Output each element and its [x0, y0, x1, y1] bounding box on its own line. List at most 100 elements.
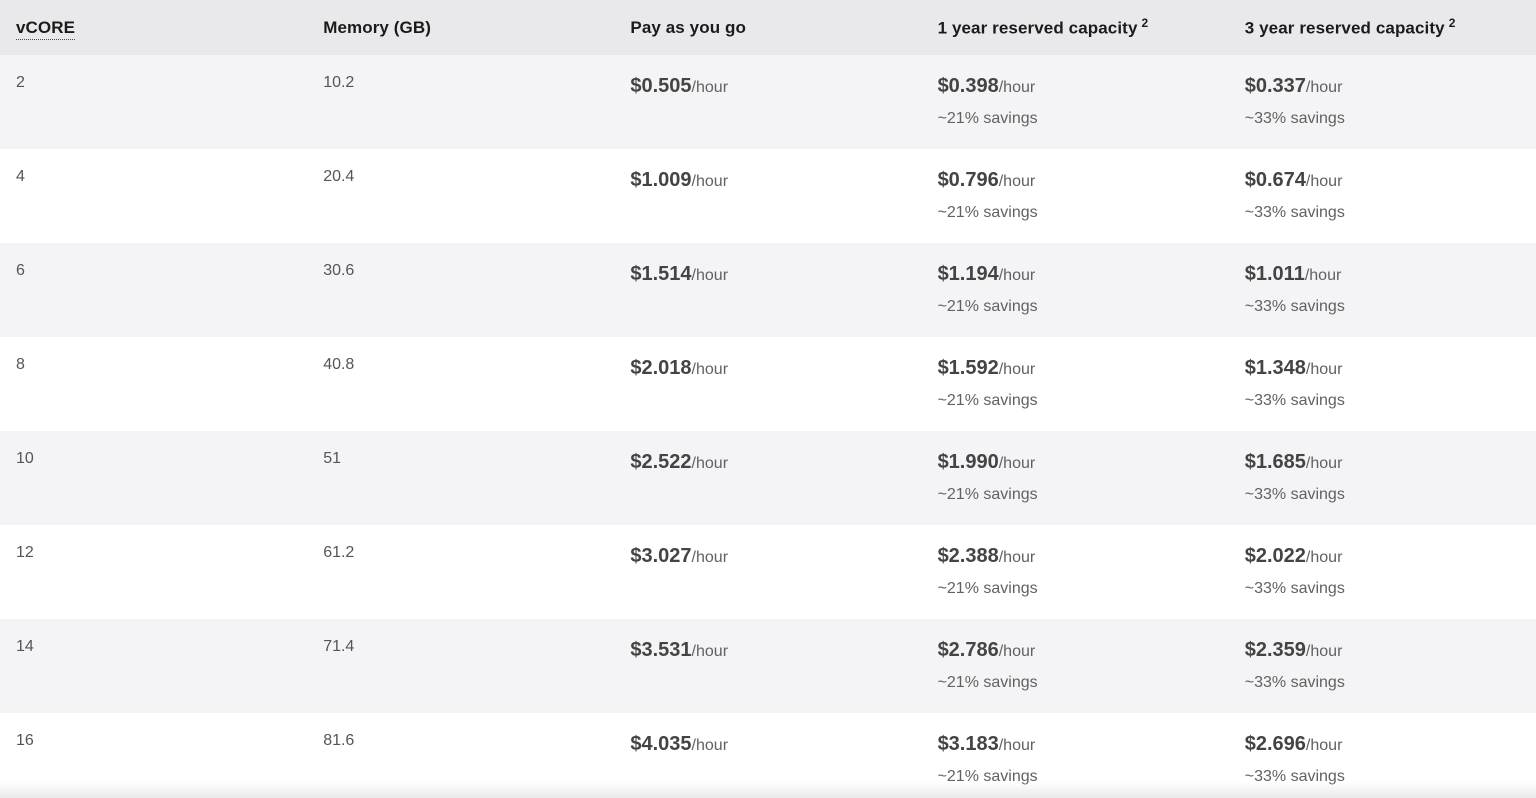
column-header-label: Memory (GB)	[323, 17, 432, 37]
reserved-1yr-unit: /hour	[998, 455, 1036, 472]
memory-value: 20.4	[323, 168, 355, 185]
table-body: 2 10.2 $0.505/hour $0.398/hour ~21% savi…	[0, 55, 1536, 798]
payg-cell: $3.027/hour	[614, 525, 921, 619]
vcore-value: 12	[16, 544, 34, 561]
table-row: 14 71.4 $3.531/hour $2.786/hour ~21% sav…	[0, 619, 1536, 713]
reserved-1yr-savings: ~21% savings	[937, 110, 1038, 127]
payg-price: $1.514	[630, 263, 692, 285]
memory-value: 61.2	[323, 544, 355, 561]
memory-cell: 61.2	[307, 525, 614, 619]
column-header-3yr-reserved: 3 year reserved capacity 2	[1229, 16, 1536, 38]
reserved-3yr-savings: ~33% savings	[1244, 110, 1345, 127]
reserved-3yr-cell: $2.359/hour ~33% savings	[1229, 619, 1536, 713]
memory-value: 51	[323, 450, 341, 467]
table-row: 8 40.8 $2.018/hour $1.592/hour ~21% savi…	[0, 337, 1536, 431]
memory-value: 10.2	[323, 74, 355, 91]
reserved-3yr-price: $2.359	[1244, 639, 1306, 661]
memory-cell: 51	[307, 431, 614, 525]
payg-unit: /hour	[691, 79, 729, 96]
reserved-3yr-savings: ~33% savings	[1244, 204, 1345, 221]
reserved-3yr-cell: $2.696/hour ~33% savings	[1229, 713, 1536, 798]
reserved-3yr-savings: ~33% savings	[1244, 392, 1345, 409]
reserved-3yr-savings: ~33% savings	[1244, 580, 1345, 597]
reserved-1yr-savings: ~21% savings	[937, 768, 1038, 785]
reserved-1yr-cell: $1.592/hour ~21% savings	[922, 337, 1229, 431]
payg-cell: $2.018/hour	[614, 337, 921, 431]
vcore-cell: 8	[0, 337, 307, 431]
reserved-3yr-unit: /hour	[1304, 267, 1342, 284]
reserved-1yr-price: $0.796	[937, 169, 999, 191]
footnote-ref: 2	[1448, 16, 1456, 31]
reserved-3yr-price: $2.696	[1244, 733, 1306, 755]
payg-cell: $3.531/hour	[614, 619, 921, 713]
reserved-1yr-cell: $0.398/hour ~21% savings	[922, 55, 1229, 149]
reserved-1yr-price: $1.592	[937, 357, 999, 379]
reserved-3yr-cell: $1.685/hour ~33% savings	[1229, 431, 1536, 525]
memory-value: 71.4	[323, 638, 355, 655]
reserved-1yr-price: $2.786	[937, 639, 999, 661]
vcore-value: 8	[16, 356, 25, 373]
table-row: 16 81.6 $4.035/hour $3.183/hour ~21% sav…	[0, 713, 1536, 798]
reserved-3yr-price: $2.022	[1244, 545, 1306, 567]
reserved-3yr-cell: $1.011/hour ~33% savings	[1229, 243, 1536, 337]
payg-unit: /hour	[691, 549, 729, 566]
reserved-1yr-unit: /hour	[998, 173, 1036, 190]
memory-cell: 20.4	[307, 149, 614, 243]
reserved-1yr-price: $2.388	[937, 545, 999, 567]
payg-unit: /hour	[691, 643, 729, 660]
vcore-value: 16	[16, 732, 34, 749]
reserved-1yr-cell: $2.388/hour ~21% savings	[922, 525, 1229, 619]
reserved-3yr-unit: /hour	[1305, 79, 1343, 96]
vcore-value: 10	[16, 450, 34, 467]
reserved-3yr-savings: ~33% savings	[1244, 674, 1345, 691]
column-header-label: 3 year reserved capacity	[1244, 18, 1445, 38]
table-row: 2 10.2 $0.505/hour $0.398/hour ~21% savi…	[0, 55, 1536, 149]
vcore-value: 2	[16, 74, 25, 91]
vcore-value: 6	[16, 262, 25, 279]
table-row: 12 61.2 $3.027/hour $2.388/hour ~21% sav…	[0, 525, 1536, 619]
memory-cell: 81.6	[307, 713, 614, 798]
memory-cell: 40.8	[307, 337, 614, 431]
reserved-3yr-cell: $1.348/hour ~33% savings	[1229, 337, 1536, 431]
payg-unit: /hour	[691, 455, 729, 472]
reserved-1yr-savings: ~21% savings	[937, 580, 1038, 597]
reserved-3yr-unit: /hour	[1305, 173, 1343, 190]
reserved-3yr-price: $1.685	[1244, 451, 1306, 473]
reserved-1yr-savings: ~21% savings	[937, 674, 1038, 691]
payg-price: $4.035	[630, 733, 692, 755]
payg-cell: $2.522/hour	[614, 431, 921, 525]
vcore-cell: 16	[0, 713, 307, 798]
memory-cell: 10.2	[307, 55, 614, 149]
payg-price: $2.522	[630, 451, 692, 473]
reserved-1yr-unit: /hour	[998, 737, 1036, 754]
payg-price: $1.009	[630, 169, 692, 191]
reserved-3yr-savings: ~33% savings	[1244, 486, 1345, 503]
reserved-1yr-unit: /hour	[998, 267, 1036, 284]
reserved-1yr-unit: /hour	[998, 549, 1036, 566]
reserved-1yr-cell: $3.183/hour ~21% savings	[922, 713, 1229, 798]
payg-price: $2.018	[630, 357, 692, 379]
reserved-3yr-cell: $2.022/hour ~33% savings	[1229, 525, 1536, 619]
memory-value: 30.6	[323, 262, 355, 279]
vcore-cell: 4	[0, 149, 307, 243]
payg-cell: $4.035/hour	[614, 713, 921, 798]
memory-cell: 71.4	[307, 619, 614, 713]
column-header-vcore[interactable]: vCORE	[0, 17, 307, 40]
reserved-3yr-savings: ~33% savings	[1244, 768, 1345, 785]
reserved-3yr-price: $0.337	[1244, 75, 1306, 97]
payg-unit: /hour	[691, 267, 729, 284]
vcore-tooltip-term[interactable]: vCORE	[16, 17, 76, 40]
column-header-label: 1 year reserved capacity	[937, 18, 1138, 38]
table-row: 6 30.6 $1.514/hour $1.194/hour ~21% savi…	[0, 243, 1536, 337]
vcore-cell: 12	[0, 525, 307, 619]
reserved-1yr-price: $1.990	[937, 451, 999, 473]
vcore-cell: 14	[0, 619, 307, 713]
payg-unit: /hour	[691, 361, 729, 378]
table-row: 4 20.4 $1.009/hour $0.796/hour ~21% savi…	[0, 149, 1536, 243]
reserved-3yr-unit: /hour	[1305, 361, 1343, 378]
payg-price: $0.505	[630, 75, 692, 97]
reserved-1yr-cell: $1.194/hour ~21% savings	[922, 243, 1229, 337]
reserved-1yr-cell: $0.796/hour ~21% savings	[922, 149, 1229, 243]
reserved-1yr-price: $3.183	[937, 733, 999, 755]
